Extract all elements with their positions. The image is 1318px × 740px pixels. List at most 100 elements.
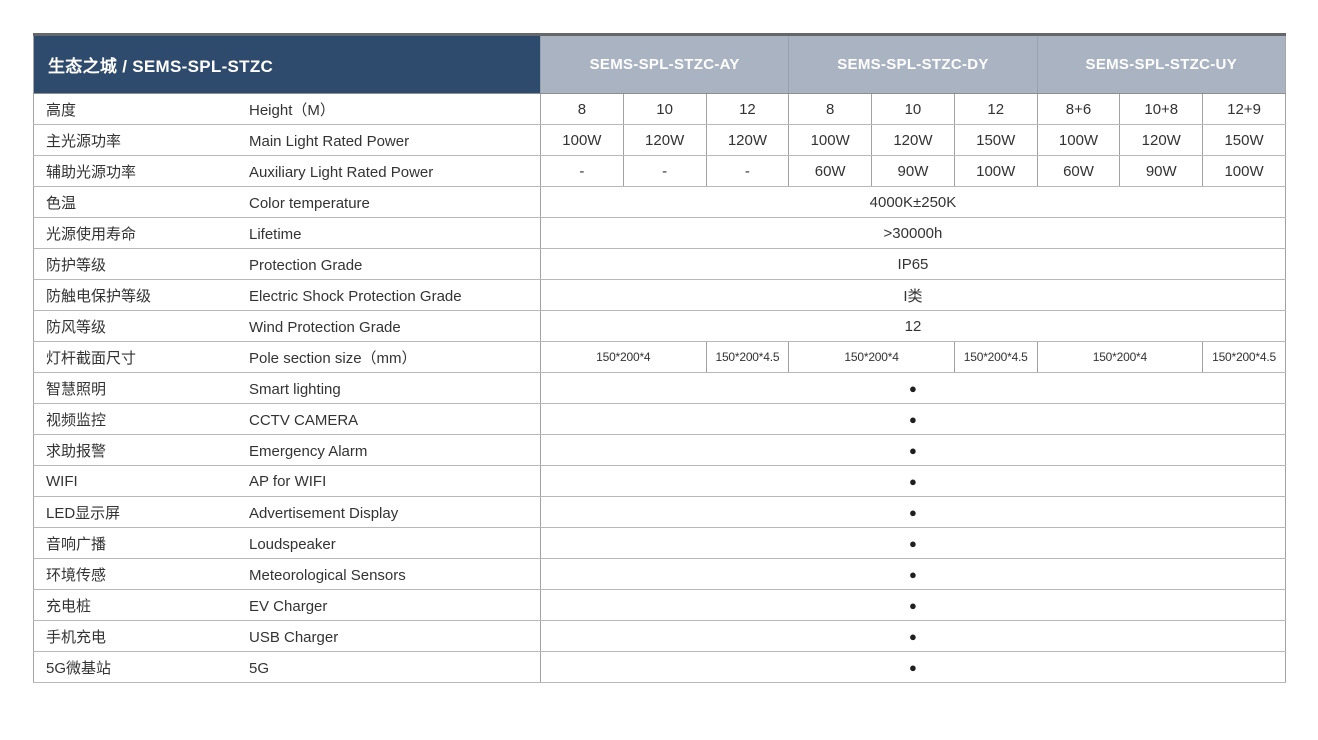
feature-dot: ● xyxy=(540,372,1286,404)
row-label-en: Electric Shock Protection Grade xyxy=(249,287,462,305)
value-cell: 100W xyxy=(540,124,624,156)
row-label-en: AP for WIFI xyxy=(249,472,327,490)
value-cell: 120W xyxy=(871,124,955,156)
table-row-aux-power: 辅助光源功率 Auxiliary Light Rated Power - - - … xyxy=(33,155,1286,187)
group-header-uy: SEMS-SPL-STZC-UY xyxy=(1036,34,1286,94)
value-cell: 12 xyxy=(953,93,1038,125)
value-cell: 10+8 xyxy=(1119,93,1204,125)
value-cell: - xyxy=(622,155,707,187)
row-label-zh: WIFI xyxy=(46,472,78,490)
table-row-loudspeaker: 音响广播 Loudspeaker ● xyxy=(33,527,1286,559)
spec-sheet: 生态之城 / SEMS-SPL-STZC SEMS-SPL-STZC-AY SE… xyxy=(33,33,1286,683)
row-label-en: Main Light Rated Power xyxy=(249,132,410,150)
table-row-shock-protection: 防触电保护等级 Electric Shock Protection Grade I… xyxy=(33,279,1286,311)
table-row-wifi: WIFI AP for WIFI ● xyxy=(33,465,1286,497)
feature-dot: ● xyxy=(540,465,1286,497)
row-label-zh: 防风等级 xyxy=(46,318,107,336)
row-label-zh: 视频监控 xyxy=(46,411,107,429)
value-cell: 100W xyxy=(788,124,873,156)
table-row-wind-protection: 防风等级 Wind Protection Grade 12 xyxy=(33,310,1286,342)
feature-dot: ● xyxy=(540,620,1286,652)
spec-table: 生态之城 / SEMS-SPL-STZC SEMS-SPL-STZC-AY SE… xyxy=(33,33,1286,683)
row-label-en: 5G xyxy=(249,659,270,677)
row-label-zh: 充电桩 xyxy=(46,597,92,615)
row-label: WIFI AP for WIFI xyxy=(33,465,541,497)
table-row-cctv: 视频监控 CCTV CAMERA ● xyxy=(33,403,1286,435)
row-label-en: Auxiliary Light Rated Power xyxy=(249,163,434,181)
table-row-emergency-alarm: 求助报警 Emergency Alarm ● xyxy=(33,434,1286,466)
value-cell: 150*200*4 xyxy=(1036,341,1204,373)
row-label-en: Emergency Alarm xyxy=(249,442,368,460)
value-cell: 150W xyxy=(1202,124,1286,156)
row-label-zh: 智慧照明 xyxy=(46,380,107,398)
feature-dot: ● xyxy=(540,496,1286,528)
row-label-en: Protection Grade xyxy=(249,256,363,274)
row-label-en: Color temperature xyxy=(249,194,370,212)
row-label-zh: 高度 xyxy=(46,101,77,119)
table-row-main-power: 主光源功率 Main Light Rated Power 100W 120W 12… xyxy=(33,124,1286,156)
table-row-sensors: 环境传感 Meteorological Sensors ● xyxy=(33,558,1286,590)
value-cell: - xyxy=(540,155,624,187)
row-label-zh: 手机充电 xyxy=(46,628,107,646)
row-label: 辅助光源功率 Auxiliary Light Rated Power xyxy=(33,155,541,187)
row-label-en: CCTV CAMERA xyxy=(249,411,359,429)
header-row: 生态之城 / SEMS-SPL-STZC SEMS-SPL-STZC-AY SE… xyxy=(33,34,1286,94)
row-label: 5G微基站 5G xyxy=(33,651,541,683)
value-cell: 12 xyxy=(705,93,790,125)
value-cell: 100W xyxy=(1036,124,1121,156)
value-cell-span: IP65 xyxy=(540,248,1286,280)
value-cell: 10 xyxy=(622,93,707,125)
row-label-zh: 环境传感 xyxy=(46,566,107,584)
value-cell: 12+9 xyxy=(1202,93,1286,125)
row-label-zh: 防护等级 xyxy=(46,256,107,274)
row-label-en: Smart lighting xyxy=(249,380,341,398)
feature-dot: ● xyxy=(540,527,1286,559)
value-cell: 100W xyxy=(1202,155,1286,187)
row-label-zh: 求助报警 xyxy=(46,442,107,460)
row-label: LED显示屏 Advertisement Display xyxy=(33,496,541,528)
value-cell: 90W xyxy=(1119,155,1204,187)
feature-dot: ● xyxy=(540,434,1286,466)
value-cell: - xyxy=(705,155,790,187)
row-label: 防触电保护等级 Electric Shock Protection Grade xyxy=(33,279,541,311)
row-label-en: Loudspeaker xyxy=(249,535,336,553)
feature-dot: ● xyxy=(540,403,1286,435)
value-cell: 8 xyxy=(540,93,624,125)
value-cell: 8+6 xyxy=(1036,93,1121,125)
value-cell: 150*200*4.5 xyxy=(953,341,1038,373)
value-cell-span: I类 xyxy=(540,279,1286,311)
value-cell: 60W xyxy=(1036,155,1121,187)
row-label-zh: LED显示屏 xyxy=(46,504,121,522)
table-row-protection-grade: 防护等级 Protection Grade IP65 xyxy=(33,248,1286,280)
row-label: 光源使用寿命 Lifetime xyxy=(33,217,541,249)
value-cell: 120W xyxy=(622,124,707,156)
group-header-ay: SEMS-SPL-STZC-AY xyxy=(539,34,789,94)
value-cell: 120W xyxy=(1119,124,1204,156)
feature-dot: ● xyxy=(540,558,1286,590)
row-label-zh: 主光源功率 xyxy=(46,132,122,150)
value-cell: 150W xyxy=(953,124,1038,156)
table-row-smart-lighting: 智慧照明 Smart lighting ● xyxy=(33,372,1286,404)
row-label-en: Pole section size（mm） xyxy=(249,349,417,367)
row-label: 灯杆截面尺寸 Pole section size（mm） xyxy=(33,341,541,373)
row-label-en: USB Charger xyxy=(249,628,339,646)
row-label-zh: 光源使用寿命 xyxy=(46,225,137,243)
table-row-lifetime: 光源使用寿命 Lifetime >30000h xyxy=(33,217,1286,249)
sheet-title: 生态之城 / SEMS-SPL-STZC xyxy=(33,34,541,94)
value-cell-span: 12 xyxy=(540,310,1286,342)
row-label: 充电桩 EV Charger xyxy=(33,589,541,621)
row-label: 防护等级 Protection Grade xyxy=(33,248,541,280)
row-label: 音响广播 Loudspeaker xyxy=(33,527,541,559)
value-cell: 10 xyxy=(871,93,955,125)
table-row-ev-charger: 充电桩 EV Charger ● xyxy=(33,589,1286,621)
value-cell: 150*200*4.5 xyxy=(705,341,790,373)
row-label: 视频监控 CCTV CAMERA xyxy=(33,403,541,435)
row-label: 手机充电 USB Charger xyxy=(33,620,541,652)
table-row-pole-section: 灯杆截面尺寸 Pole section size（mm） 150*200*4 15… xyxy=(33,341,1286,373)
group-header-dy: SEMS-SPL-STZC-DY xyxy=(788,34,1038,94)
row-label-zh: 辅助光源功率 xyxy=(46,163,137,181)
table-row-usb-charger: 手机充电 USB Charger ● xyxy=(33,620,1286,652)
row-label-zh: 5G微基站 xyxy=(46,659,112,677)
value-cell: 60W xyxy=(788,155,873,187)
row-label: 防风等级 Wind Protection Grade xyxy=(33,310,541,342)
